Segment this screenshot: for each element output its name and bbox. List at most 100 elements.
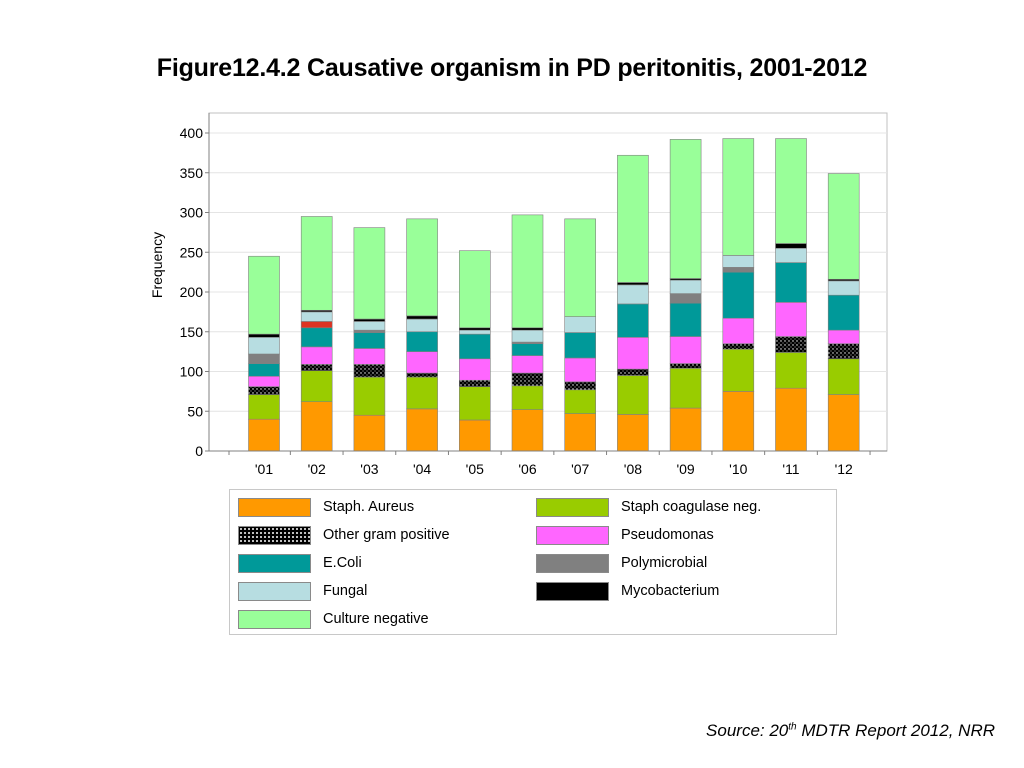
bar-segment-staph-coagulase-neg- (511, 385, 544, 410)
bar-segment-culture-negative (248, 255, 280, 335)
y-tick-label: 200 (180, 284, 204, 300)
y-tick-label: 100 (180, 364, 204, 380)
bar-segment-other-gram-positive (248, 386, 280, 395)
legend-swatch (238, 581, 311, 601)
legend-item: Pseudomonas (536, 524, 714, 546)
bar-segment-pseudomonas (300, 346, 333, 365)
bar-segment-staph-coagulase-neg- (300, 370, 333, 403)
bar-segment-staph-aureus (722, 391, 755, 452)
bar-segment-other-gram-positive (406, 372, 438, 378)
stacked-bar-chart: 0 50 100 150 200 250 300 350 400 '01 '02 '03 '04 '05 '… (149, 112, 888, 477)
bar-segment-pseudomonas (827, 329, 860, 344)
x-tick-label: '07 (571, 461, 589, 477)
bar-segment-staph-coagulase-neg- (353, 376, 386, 416)
y-tick-label: 350 (180, 165, 204, 181)
bar-segment-staph-coagulase-neg- (669, 368, 702, 409)
bar-segment-staph-aureus (511, 409, 544, 452)
bar-segment-e-coli (353, 332, 386, 349)
bar-segment-staph-aureus (669, 407, 702, 452)
legend-label: Fungal (323, 583, 368, 599)
legend-item: Other gram positive (238, 524, 450, 546)
bar-segment-e-coli (617, 303, 649, 338)
bar-segment-e-coli (511, 343, 544, 356)
legend-label: Staph. Aureus (323, 499, 415, 515)
x-tick-label: '03 (360, 461, 378, 477)
y-tick-label: 0 (195, 443, 203, 459)
bar-segment-fungal (353, 321, 386, 331)
source-suffix: MDTR Report 2012, NRR (796, 721, 995, 740)
legend-label: Other gram positive (323, 527, 450, 543)
legend-swatch (238, 609, 311, 629)
y-tick-label: 400 (180, 125, 204, 141)
bar-segment-e-coli (669, 302, 702, 337)
bar-segment-mycobacterium (511, 327, 544, 331)
legend-label: Polymicrobial (621, 555, 708, 571)
source-prefix: Source: 20 (706, 721, 789, 740)
bar-segment-pseudomonas (353, 348, 386, 365)
x-tick-label: '12 (835, 461, 853, 477)
bar-segment-staph-aureus (617, 414, 649, 452)
legend-swatch (536, 525, 609, 545)
bar-segment-other-gram-positive (458, 379, 491, 387)
x-tick-label: '04 (413, 461, 431, 477)
y-tick-label: 250 (180, 244, 204, 260)
bar-segment-other-gram-positive (511, 372, 544, 387)
bar-segment-mycobacterium (617, 282, 649, 286)
bar-segment-culture-negative (300, 216, 333, 311)
x-tick-label: '08 (624, 461, 642, 477)
y-tick-label: 150 (180, 324, 204, 340)
legend-label: Mycobacterium (621, 583, 720, 599)
y-tick-label: 50 (187, 403, 203, 419)
bar-segment-culture-negative (458, 250, 491, 329)
bar-segment-staph-coagulase-neg- (248, 394, 280, 420)
bar-segment-fungal (564, 316, 597, 333)
bar-segment-e-coli (300, 327, 333, 348)
bar-segment-pseudomonas (722, 317, 755, 344)
bar-segment-staph-coagulase-neg- (406, 376, 438, 410)
bar-segment-staph-aureus (458, 419, 491, 452)
bar-segment-pseudomonas (458, 358, 491, 381)
legend-label: E.Coli (323, 555, 362, 571)
bar-segment-pseudomonas (406, 351, 438, 374)
x-tick-label: '09 (676, 461, 694, 477)
y-axis-label: Frequency (149, 232, 165, 298)
bar-segment-staph-coagulase-neg- (458, 386, 491, 421)
bar-segment-other (300, 321, 333, 329)
bar-segment-culture-negative (775, 138, 807, 244)
bar-segment-mycobacterium (353, 318, 386, 322)
bar-segment-culture-negative (511, 214, 544, 329)
bar-segment-fungal (827, 280, 860, 296)
bar-segment-other-gram-positive (722, 343, 755, 350)
bar-segment-staph-coagulase-neg- (564, 389, 597, 414)
bar-segment-e-coli (458, 333, 491, 360)
bar-segment-other-gram-positive (353, 364, 386, 378)
bar-segment-mycobacterium (458, 327, 491, 331)
legend-item: Fungal (238, 580, 367, 602)
bar-segment-staph-coagulase-neg- (775, 352, 807, 389)
bar-segment-other-gram-positive (775, 336, 807, 353)
bar-segment-polymicrobial (669, 293, 702, 304)
x-tick-label: '02 (308, 461, 326, 477)
bar-segment-staph-aureus (564, 413, 597, 452)
bar-segment-fungal (406, 318, 438, 333)
bar-segment-e-coli (564, 332, 597, 359)
bar-segment-mycobacterium (248, 333, 280, 338)
source-note: Source: 20th MDTR Report 2012, NRR (706, 721, 995, 741)
x-tick-label: '10 (729, 461, 747, 477)
bar-segment-mycobacterium (406, 315, 438, 320)
legend-item: Staph coagulase neg. (536, 496, 761, 518)
legend-item: Staph. Aureus (238, 496, 414, 518)
legend-swatch (536, 581, 609, 601)
bar-segment-pseudomonas (669, 336, 702, 364)
bar-segment-culture-negative (564, 218, 597, 317)
legend-item: E.Coli (238, 552, 362, 574)
bar-segment-staph-aureus (248, 418, 280, 452)
axes: 0 50 100 150 200 250 300 350 400 '01 '02 '03 '04 '05 '… (180, 113, 887, 477)
bar-segment-polymicrobial (248, 353, 280, 364)
bar-segment-fungal (722, 255, 755, 268)
bar-segment-e-coli (248, 363, 280, 377)
bar-segment-pseudomonas (248, 375, 280, 387)
legend-swatch (238, 525, 311, 545)
bar-segment-other-gram-positive (564, 381, 597, 391)
bar-segment-fungal (248, 337, 280, 355)
